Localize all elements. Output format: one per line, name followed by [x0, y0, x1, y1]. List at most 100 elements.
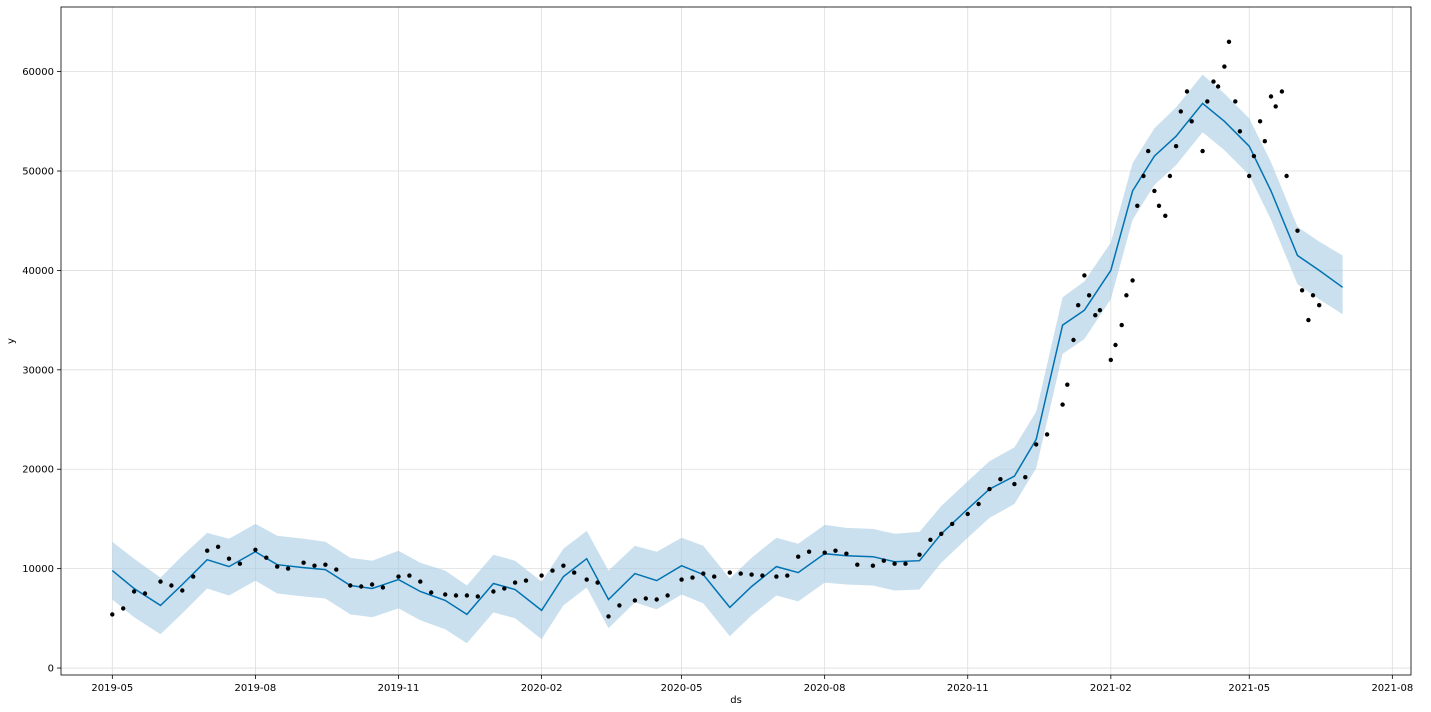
observed-point [301, 560, 306, 565]
observed-point [976, 501, 981, 507]
observed-point [965, 511, 970, 517]
observed-point [1173, 144, 1179, 149]
observed-point [550, 568, 555, 573]
y-tick-label: 20000 [22, 465, 54, 476]
observed-point [1178, 109, 1184, 114]
observed-point [1012, 481, 1017, 487]
observed-point [1086, 293, 1092, 298]
observed-point [396, 574, 401, 579]
observed-point [1023, 475, 1028, 480]
observed-point [1299, 288, 1305, 293]
observed-point [727, 570, 732, 575]
observed-point [928, 537, 933, 542]
observed-point [738, 571, 743, 576]
observed-point [253, 547, 258, 552]
observed-point [1135, 203, 1140, 208]
observed-point [1317, 303, 1322, 308]
observed-point [1156, 203, 1162, 208]
observed-point [855, 562, 860, 567]
x-tick-label: 2021-08 [1371, 683, 1413, 694]
observed-point [142, 591, 148, 596]
observed-point [1226, 39, 1232, 44]
uncertainty-band-area [112, 74, 1343, 644]
observed-point [475, 594, 480, 599]
observed-point [806, 549, 812, 554]
observed-point [606, 614, 611, 619]
observed-point [205, 548, 210, 553]
observed-point [1065, 382, 1070, 387]
observed-point [1215, 84, 1221, 89]
forecast-line-group [111, 102, 1344, 616]
observed-point [1306, 317, 1311, 323]
observed-point [643, 596, 648, 601]
observed-point [1141, 173, 1146, 179]
observed-point [1071, 337, 1076, 343]
uncertainty-band [112, 74, 1343, 644]
observed-point [844, 551, 849, 556]
observed-point [215, 544, 221, 549]
observed-point [1189, 119, 1194, 124]
y-tick-label: 30000 [22, 365, 54, 376]
observed-point [712, 574, 717, 579]
observed-point [491, 589, 496, 594]
observed-point [632, 598, 638, 603]
x-tick-label: 2020-02 [521, 683, 563, 694]
observed-point [429, 590, 434, 595]
observed-point [1268, 94, 1274, 99]
observed-point [334, 567, 339, 572]
observed-point [1262, 139, 1268, 144]
x-tick-label: 2021-02 [1090, 683, 1132, 694]
observed-point [572, 570, 577, 575]
x-tick-label: 2020-11 [947, 683, 989, 694]
observed-point [679, 577, 684, 582]
observed-point [584, 577, 589, 582]
observed-point [348, 583, 353, 588]
observed-point [312, 563, 317, 568]
observed-point [939, 531, 944, 536]
observed-point [1310, 293, 1316, 298]
observed-point [1060, 402, 1065, 407]
y-axis: 0 10000 20000 30000 40000 50000 60000 [22, 67, 61, 675]
observed-point [654, 597, 659, 602]
observed-point [1222, 64, 1227, 69]
observed-point [749, 572, 754, 577]
observed-point [1273, 104, 1278, 109]
observed-point [1284, 173, 1289, 179]
x-tick-label: 2020-08 [804, 683, 846, 694]
grid-lines [61, 7, 1411, 675]
observed-point [1082, 273, 1087, 278]
observed-point [1200, 148, 1205, 154]
observed-point [760, 573, 765, 578]
observed-point [1247, 173, 1252, 179]
observed-point [369, 582, 375, 587]
observed-point [1034, 442, 1039, 447]
observed-point [833, 548, 838, 553]
x-tick-label: 2021-05 [1228, 683, 1270, 694]
observed-point [1130, 278, 1135, 283]
observed-point [870, 563, 876, 568]
observed-point [1251, 153, 1257, 159]
observed-point [1184, 89, 1190, 94]
observed-point [998, 477, 1003, 482]
observed-points [110, 39, 1322, 619]
observed-point [1295, 228, 1300, 233]
observed-point [180, 588, 185, 593]
observed-point [1257, 119, 1263, 124]
observed-point [987, 486, 992, 492]
y-tick-label: 50000 [22, 167, 54, 178]
forecast-line [111, 102, 1344, 616]
y-tick-label: 0 [48, 664, 54, 675]
observed-point [380, 585, 386, 590]
observed-point [512, 580, 518, 585]
y-tick-label: 40000 [22, 266, 54, 277]
observed-point [822, 550, 827, 555]
observed-point [502, 586, 507, 591]
observed-point [131, 589, 137, 594]
x-axis-title: ds [730, 695, 742, 706]
observed-point [1167, 173, 1173, 179]
x-tick-label: 2019-05 [91, 683, 133, 694]
x-tick-label: 2019-08 [235, 683, 277, 694]
observed-point [1152, 188, 1157, 194]
observed-point [407, 573, 412, 578]
